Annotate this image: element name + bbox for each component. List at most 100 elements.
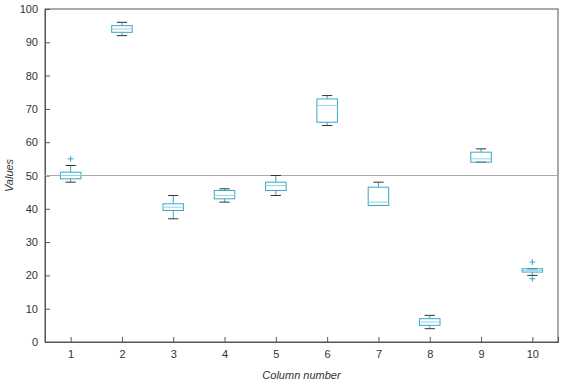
tick-label: 60 <box>26 136 38 148</box>
median <box>112 28 133 29</box>
box-body <box>317 99 338 122</box>
tick-label: 40 <box>26 203 38 215</box>
tick-label: 100 <box>20 3 38 15</box>
whisker <box>275 190 276 195</box>
median <box>266 185 287 186</box>
box <box>163 195 184 218</box>
tick: 10 <box>527 337 539 360</box>
tick-label: 80 <box>26 70 38 82</box>
x-axis-title: Column number <box>262 369 342 381</box>
whisker-cap <box>168 218 178 219</box>
tick-mark <box>45 209 50 210</box>
box-body <box>522 269 543 272</box>
whisker-cap <box>66 182 76 183</box>
box-body <box>214 190 235 198</box>
whisker-cap <box>117 22 127 23</box>
box <box>112 22 133 35</box>
tick-label: 8 <box>427 348 433 360</box>
chart: 010203040506070809010012345678910ValuesC… <box>0 0 566 388</box>
y-axis-title: Values <box>3 158 15 192</box>
tick: 8 <box>427 337 433 360</box>
tick-mark <box>45 76 50 77</box>
tick: 100 <box>20 3 50 15</box>
box <box>522 259 543 282</box>
tick-label: 3 <box>171 348 177 360</box>
tick-mark <box>71 337 72 342</box>
median <box>471 158 492 159</box>
whisker-cap <box>322 95 332 96</box>
tick: 20 <box>26 269 50 281</box>
tick-mark <box>173 337 174 342</box>
box-body <box>112 26 133 33</box>
tick-label: 5 <box>273 348 279 360</box>
whisker-cap <box>168 195 178 196</box>
box-body <box>163 204 184 211</box>
tick-mark <box>225 337 226 342</box>
box <box>317 96 338 126</box>
box <box>214 189 235 202</box>
tick: 30 <box>26 236 50 248</box>
box <box>419 315 440 328</box>
whisker <box>173 210 174 218</box>
tick: 40 <box>26 203 50 215</box>
tick: 4 <box>222 337 228 360</box>
tick: 3 <box>171 337 177 360</box>
whisker-cap <box>117 35 127 36</box>
tick-mark <box>481 337 482 342</box>
tick-label: 7 <box>376 348 382 360</box>
box-body <box>419 319 440 326</box>
box <box>471 149 492 162</box>
whisker <box>378 182 379 187</box>
marks <box>45 22 558 328</box>
tick-label: 1 <box>68 348 74 360</box>
box-body <box>60 172 81 179</box>
median <box>317 105 338 106</box>
whisker-cap <box>271 195 281 196</box>
tick: 70 <box>26 103 50 115</box>
tick-mark <box>45 242 50 243</box>
tick: 90 <box>26 36 50 48</box>
tick-label: 9 <box>478 348 484 360</box>
tick-label: 30 <box>26 236 38 248</box>
tick-label: 20 <box>26 269 38 281</box>
axis-line <box>46 337 559 343</box>
tick: 6 <box>325 337 331 360</box>
median <box>163 207 184 208</box>
box-body <box>471 152 492 162</box>
outlier <box>68 156 74 162</box>
tick-label: 0 <box>32 336 38 348</box>
whisker <box>173 195 174 203</box>
tick-mark <box>45 42 50 43</box>
box-body <box>368 187 389 205</box>
whisker-cap <box>219 202 229 203</box>
tick-mark <box>45 275 50 276</box>
tick-label: 50 <box>26 170 38 182</box>
tick: 5 <box>273 337 279 360</box>
whisker-cap <box>425 328 435 329</box>
tick-mark <box>45 142 50 143</box>
whisker-cap <box>373 182 383 183</box>
whisker-cap <box>66 165 76 166</box>
tick: 7 <box>376 337 382 360</box>
tick-mark <box>122 337 123 342</box>
outlier <box>529 276 535 282</box>
tick: 60 <box>26 136 50 148</box>
tick-label: 2 <box>119 348 125 360</box>
box <box>266 176 287 196</box>
box-body <box>266 182 287 190</box>
median <box>60 175 81 176</box>
tick-mark <box>45 109 50 110</box>
whisker-cap <box>219 188 229 189</box>
tick-mark <box>430 337 431 342</box>
tick-label: 10 <box>527 348 539 360</box>
reference-line <box>45 175 558 176</box>
box <box>60 156 81 182</box>
tick: 9 <box>478 337 484 360</box>
whisker <box>275 176 276 183</box>
tick-mark <box>45 9 50 10</box>
tick-label: 4 <box>222 348 228 360</box>
median <box>214 195 235 196</box>
box <box>368 182 389 205</box>
tick-label: 6 <box>325 348 331 360</box>
tick-mark <box>276 337 277 342</box>
